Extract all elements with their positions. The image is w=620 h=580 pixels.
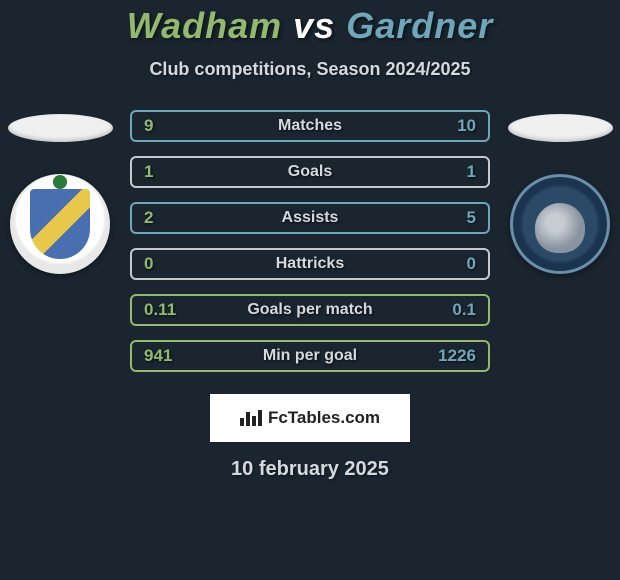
player1-column [0, 110, 120, 274]
stats-column: 9 Matches 10 1 Goals 1 2 Assists 5 0 Hattricks 0 0.1… [130, 110, 490, 372]
player1-name: Wadham [127, 5, 282, 46]
subtitle: Club competitions, Season 2024/2025 [0, 59, 620, 80]
branding-text: FcTables.com [268, 408, 380, 428]
stat-left-value: 9 [144, 116, 184, 136]
stat-right-value: 1 [436, 162, 476, 182]
vs-label: vs [293, 5, 335, 46]
stat-right-value: 1226 [436, 346, 476, 366]
stat-row: 0.11 Goals per match 0.1 [130, 294, 490, 326]
stat-label: Goals per match [247, 301, 372, 319]
branding-badge[interactable]: FcTables.com [210, 394, 410, 442]
stat-label: Goals [288, 163, 332, 181]
comparison-widget: Wadham vs Gardner Club competitions, Sea… [0, 0, 620, 481]
page-title: Wadham vs Gardner [0, 5, 620, 47]
player2-name: Gardner [346, 5, 493, 46]
stat-label: Assists [282, 209, 339, 227]
stat-left-value: 2 [144, 208, 184, 228]
main-area: 9 Matches 10 1 Goals 1 2 Assists 5 0 Hattricks 0 0.1… [0, 110, 620, 372]
player1-flag-icon [8, 114, 113, 142]
stat-right-value: 0.1 [436, 300, 476, 320]
player2-flag-icon [508, 114, 613, 142]
stat-row: 1 Goals 1 [130, 156, 490, 188]
stat-left-value: 0 [144, 254, 184, 274]
stat-left-value: 941 [144, 346, 184, 366]
stat-row: 9 Matches 10 [130, 110, 490, 142]
stat-left-value: 1 [144, 162, 184, 182]
stat-left-value: 0.11 [144, 300, 184, 320]
player2-column [500, 110, 620, 274]
stat-row: 0 Hattricks 0 [130, 248, 490, 280]
player1-crest-icon [10, 174, 110, 274]
stat-label: Matches [278, 117, 342, 135]
stat-row: 941 Min per goal 1226 [130, 340, 490, 372]
player2-crest-icon [510, 174, 610, 274]
stat-label: Hattricks [276, 255, 344, 273]
date-label: 10 february 2025 [0, 458, 620, 481]
stat-row: 2 Assists 5 [130, 202, 490, 234]
stat-right-value: 10 [436, 116, 476, 136]
stat-label: Min per goal [263, 347, 357, 365]
stat-right-value: 5 [436, 208, 476, 228]
bars-icon [240, 410, 262, 426]
stat-right-value: 0 [436, 254, 476, 274]
